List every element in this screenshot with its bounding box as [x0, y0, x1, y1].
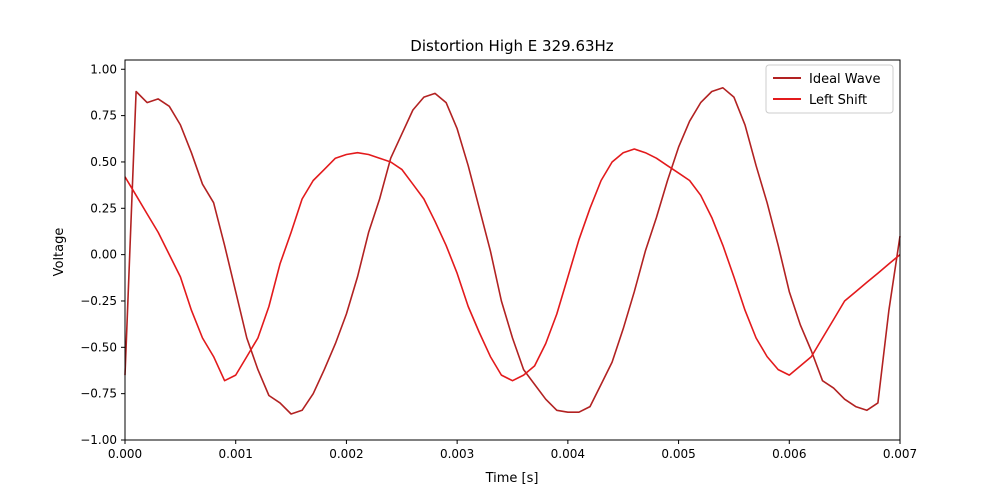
x-tick-label: 0.005	[661, 447, 695, 461]
y-tick-label: 0.50	[90, 155, 117, 169]
y-tick-label: −0.75	[80, 387, 117, 401]
x-tick-label: 0.002	[329, 447, 363, 461]
y-tick-label: 0.75	[90, 109, 117, 123]
plot-area	[124, 87, 901, 415]
x-tick-label: 0.007	[883, 447, 917, 461]
legend-label-left-shift: Left Shift	[809, 93, 867, 108]
y-tick-label: −0.50	[80, 340, 117, 354]
y-tick-label: 0.00	[90, 248, 117, 262]
y-tick-label: −1.00	[80, 433, 117, 447]
x-tick-label: 0.003	[440, 447, 474, 461]
legend-label-ideal-wave: Ideal Wave	[809, 72, 880, 87]
x-tick-label: 0.000	[108, 447, 142, 461]
y-tick-label: 0.25	[90, 201, 117, 215]
y-axis: −1.00 −0.75 −0.50 −0.25 0.00 0.25 0.50 0.75 1.00	[80, 62, 125, 447]
y-tick-label: 1.00	[90, 62, 117, 76]
y-tick-label: −0.25	[80, 294, 117, 308]
legend: Ideal Wave Left Shift	[765, 64, 894, 114]
series-line-left-shift	[124, 148, 901, 382]
chart-title: Distortion High E 329.63Hz	[410, 37, 614, 55]
y-axis-label: Voltage	[52, 228, 67, 277]
x-tick-label: 0.004	[551, 447, 585, 461]
x-tick-label: 0.006	[772, 447, 806, 461]
x-tick-label: 0.001	[219, 447, 253, 461]
plot-frame	[124, 59, 901, 441]
x-axis: 0.000 0.001 0.002 0.003 0.004 0.005 0.006 0.007	[108, 440, 917, 461]
series-line-ideal-wave	[124, 87, 901, 415]
x-axis-label: Time [s]	[485, 471, 539, 486]
